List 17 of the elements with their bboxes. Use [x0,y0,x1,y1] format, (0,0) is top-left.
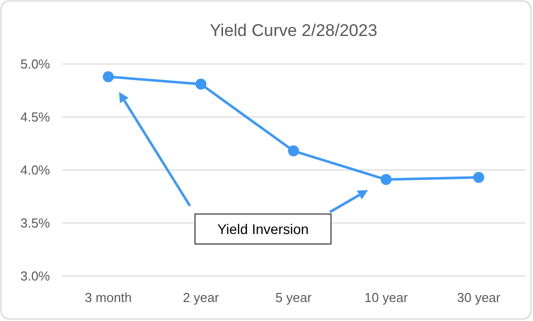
y-tick-label: 4.0% [20,162,50,178]
y-tick-label: 4.5% [20,110,50,125]
x-tick-label: 10 year [364,290,408,305]
point [195,78,206,90]
chart-title: Yield Curve 2/28/2023 [210,21,378,40]
point [380,174,392,186]
y-tick-label: 3.5% [20,216,50,231]
x-tick-label: 2 year [182,290,220,305]
point [288,145,299,156]
x-tick-label: 3 month [84,290,132,305]
y-tick-label: 3.0% [20,268,50,284]
y-tick-label: 5.0% [20,56,50,72]
x-tick-label: 5 year [275,290,312,305]
point [473,172,484,183]
point [102,71,114,82]
annotation: Yield Inversion [217,220,309,237]
x-tick-label: 30 year [457,290,502,305]
